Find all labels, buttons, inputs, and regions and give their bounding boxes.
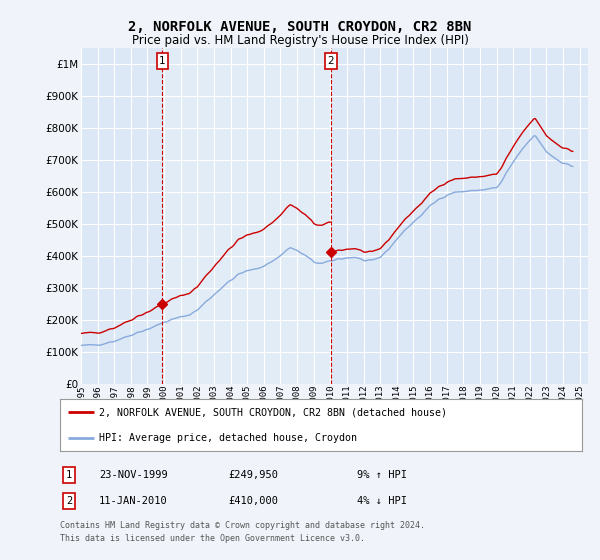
Text: 1: 1: [159, 56, 166, 66]
Text: 2: 2: [66, 496, 72, 506]
Text: 11-JAN-2010: 11-JAN-2010: [99, 496, 168, 506]
Text: £410,000: £410,000: [228, 496, 278, 506]
Text: Contains HM Land Registry data © Crown copyright and database right 2024.: Contains HM Land Registry data © Crown c…: [60, 521, 425, 530]
Text: 2, NORFOLK AVENUE, SOUTH CROYDON, CR2 8BN: 2, NORFOLK AVENUE, SOUTH CROYDON, CR2 8B…: [128, 20, 472, 34]
Text: 23-NOV-1999: 23-NOV-1999: [99, 470, 168, 480]
Text: This data is licensed under the Open Government Licence v3.0.: This data is licensed under the Open Gov…: [60, 534, 365, 543]
Bar: [163, 48, 331, 384]
Text: Price paid vs. HM Land Registry's House Price Index (HPI): Price paid vs. HM Land Registry's House …: [131, 34, 469, 46]
Text: HPI: Average price, detached house, Croydon: HPI: Average price, detached house, Croy…: [99, 433, 357, 443]
Text: 1: 1: [66, 470, 72, 480]
Text: 9% ↑ HPI: 9% ↑ HPI: [357, 470, 407, 480]
Text: 4% ↓ HPI: 4% ↓ HPI: [357, 496, 407, 506]
Text: £249,950: £249,950: [228, 470, 278, 480]
Text: 2: 2: [328, 56, 334, 66]
Text: 2, NORFOLK AVENUE, SOUTH CROYDON, CR2 8BN (detached house): 2, NORFOLK AVENUE, SOUTH CROYDON, CR2 8B…: [99, 407, 447, 417]
